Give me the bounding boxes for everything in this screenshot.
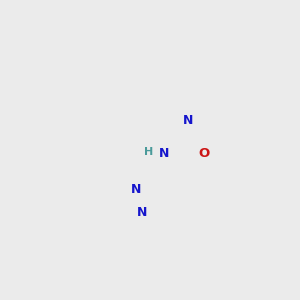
Text: N: N [136, 206, 147, 219]
Text: N: N [159, 147, 170, 160]
Text: N: N [130, 183, 141, 196]
Text: O: O [198, 147, 209, 160]
Text: N: N [183, 114, 194, 127]
Text: H: H [144, 147, 153, 157]
